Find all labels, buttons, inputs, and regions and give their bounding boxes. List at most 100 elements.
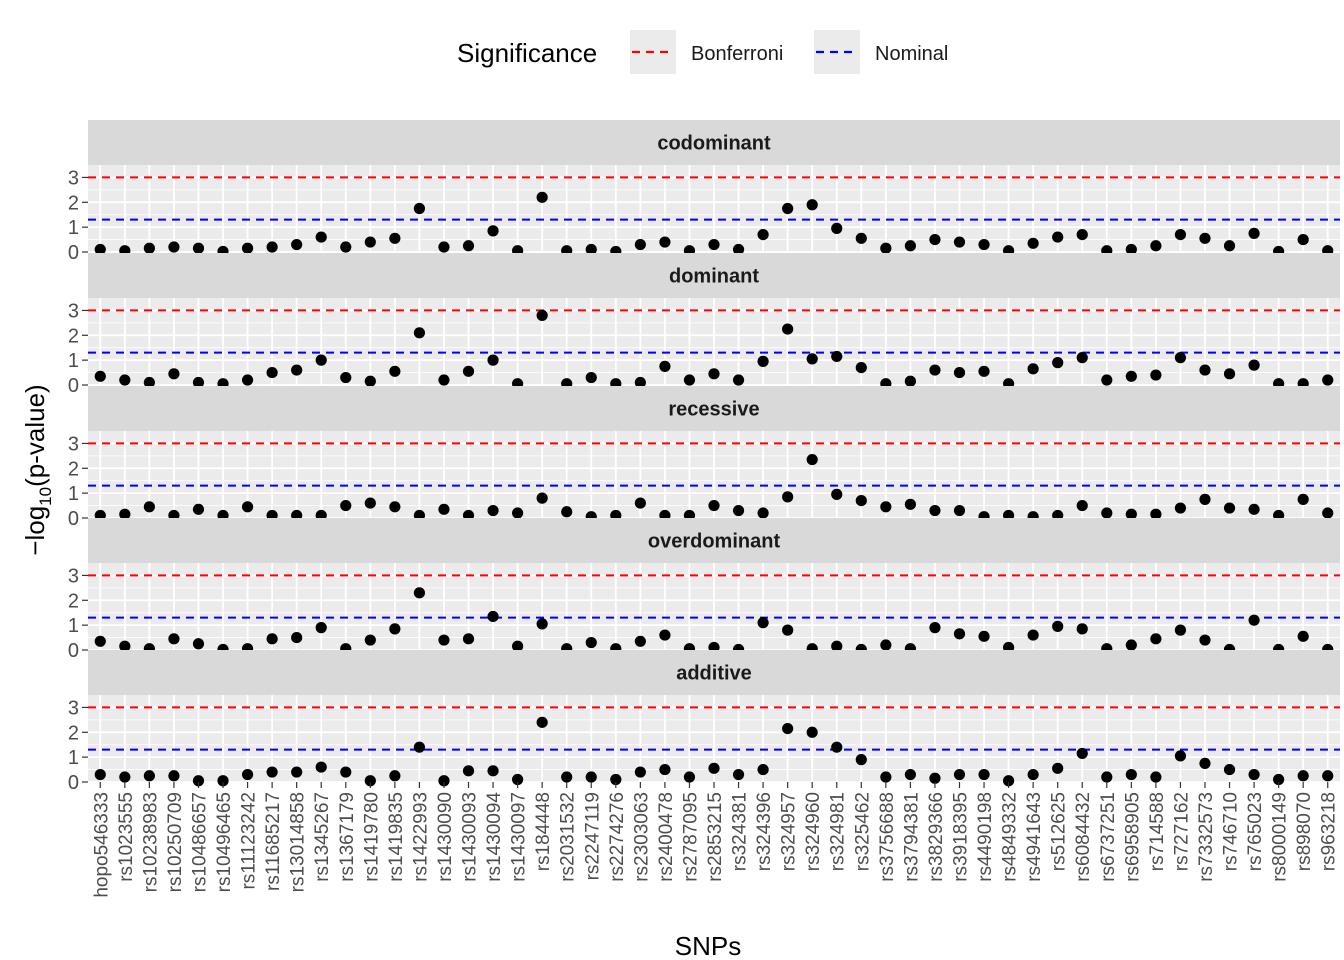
- x-tick-label: rs2274276: [607, 792, 628, 882]
- data-point: [94, 370, 106, 382]
- data-point: [462, 765, 475, 777]
- data-point: [1076, 623, 1088, 635]
- data-point: [438, 503, 450, 515]
- data-point: [413, 587, 426, 599]
- data-point: [1027, 768, 1039, 781]
- data-point: [1150, 369, 1162, 381]
- y-tick-label: 2: [68, 722, 79, 744]
- data-point: [389, 365, 401, 377]
- data-point: [487, 610, 499, 623]
- data-point: [241, 242, 254, 254]
- data-point: [168, 241, 180, 253]
- data-point: [266, 241, 278, 253]
- x-tick-label: rs2853215: [705, 792, 726, 882]
- x-tick-label: rs324957: [779, 792, 800, 871]
- data-point: [732, 243, 745, 256]
- data-point: [119, 640, 131, 652]
- x-tick-label: rs512625: [1049, 792, 1070, 871]
- data-point: [585, 243, 597, 256]
- x-tick-label: rs324960: [803, 792, 824, 871]
- data-point: [462, 365, 475, 377]
- data-point: [610, 773, 622, 786]
- data-point: [1101, 507, 1113, 519]
- data-point: [1248, 614, 1260, 626]
- data-point: [1174, 229, 1187, 241]
- data-point: [291, 766, 303, 778]
- data-point: [266, 766, 278, 778]
- data-point: [978, 365, 990, 377]
- data-point: [1052, 357, 1064, 369]
- x-tick-label: rs1345267: [312, 792, 333, 882]
- x-tick-label: rs2400478: [656, 792, 677, 882]
- data-point: [1322, 770, 1334, 782]
- data-point: [340, 371, 352, 384]
- x-tick-label: rs765023: [1245, 792, 1266, 871]
- data-point: [1174, 624, 1187, 636]
- data-point: [1297, 630, 1309, 642]
- data-point: [389, 232, 401, 244]
- data-point: [438, 634, 450, 646]
- data-point: [683, 771, 696, 783]
- data-point: [266, 633, 278, 645]
- data-point: [438, 241, 450, 253]
- facet-overdominant: overdominant 0 1 2 3: [68, 518, 1340, 662]
- data-point: [855, 232, 867, 244]
- data-point: [880, 771, 892, 783]
- data-point: [241, 374, 254, 386]
- data-point: [1297, 233, 1309, 246]
- x-axis-tick-labels: hopo546333 rs1023555 rs10238983 rs10250709 r…: [91, 782, 1340, 898]
- y-tick-label: 0: [68, 640, 79, 662]
- data-point: [536, 492, 548, 504]
- data-point: [1002, 775, 1015, 787]
- data-point: [364, 375, 376, 387]
- x-tick-label: rs10250709: [165, 792, 186, 892]
- facet-label-recessive: recessive: [668, 399, 759, 421]
- data-point: [364, 497, 376, 509]
- data-point: [1223, 368, 1236, 380]
- data-point: [192, 638, 205, 650]
- x-tick-label: rs10486657: [189, 792, 210, 892]
- data-point: [413, 202, 426, 215]
- data-point: [1223, 502, 1236, 514]
- x-tick-label: hopo546333: [91, 792, 112, 898]
- data-point: [94, 635, 106, 647]
- y-tick-label: 3: [68, 565, 79, 587]
- x-tick-label: rs2031532: [558, 792, 579, 882]
- data-point: [192, 242, 205, 254]
- x-tick-label: rs1430097: [509, 792, 530, 882]
- x-tick-label: rs6958905: [1122, 792, 1143, 882]
- data-point: [782, 323, 794, 335]
- data-point: [291, 238, 303, 251]
- data-point: [389, 770, 401, 782]
- x-tick-label: rs7332573: [1196, 792, 1217, 882]
- data-point: [1125, 768, 1137, 781]
- data-point: [94, 243, 106, 256]
- x-tick-label: rs1422993: [410, 792, 431, 882]
- data-point: [462, 240, 475, 252]
- data-point: [904, 768, 916, 781]
- y-tick-label: 0: [68, 242, 79, 264]
- data-point: [143, 242, 155, 254]
- x-tick-label: rs4849332: [1000, 792, 1021, 882]
- data-point: [1199, 493, 1211, 505]
- data-point: [364, 236, 376, 248]
- data-point: [929, 233, 941, 246]
- facet-recessive: recessive 0 1 2 3: [68, 386, 1340, 530]
- data-point: [315, 354, 327, 366]
- x-tick-label: rs727162: [1171, 792, 1192, 871]
- data-point: [241, 768, 254, 781]
- data-point: [634, 635, 646, 647]
- x-tick-label: rs184448: [533, 792, 554, 871]
- data-point: [1076, 747, 1088, 760]
- data-point: [880, 242, 892, 254]
- data-point: [1150, 508, 1162, 520]
- data-point: [1125, 639, 1137, 651]
- data-point: [340, 241, 352, 253]
- data-point: [659, 360, 671, 372]
- data-point: [1052, 762, 1064, 774]
- data-point: [315, 622, 327, 634]
- data-point: [217, 775, 229, 787]
- x-tick-label: rs2303063: [631, 792, 652, 882]
- data-point: [364, 634, 376, 646]
- data-point: [1076, 499, 1088, 512]
